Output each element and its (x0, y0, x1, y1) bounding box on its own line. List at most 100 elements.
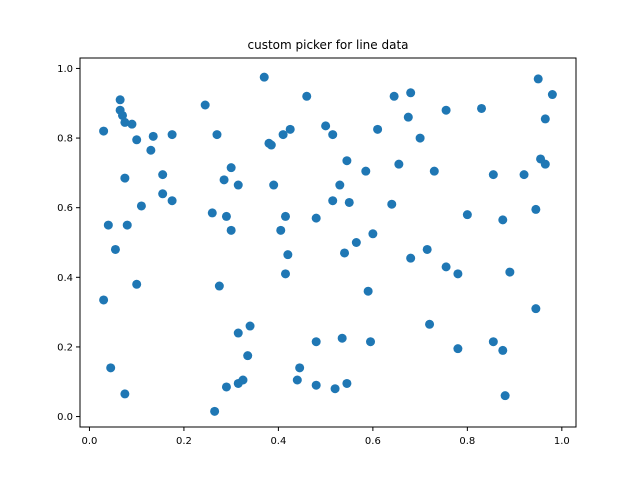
data-point[interactable] (403, 112, 413, 122)
data-point[interactable] (269, 180, 279, 190)
data-point[interactable] (210, 406, 220, 416)
data-point[interactable] (373, 124, 383, 134)
data-point[interactable] (148, 131, 158, 141)
y-tick-label: 0.4 (57, 273, 73, 284)
data-point[interactable] (337, 333, 347, 343)
data-point[interactable] (200, 100, 210, 110)
x-tick-label: 0.2 (176, 436, 192, 447)
data-point[interactable] (415, 133, 425, 143)
data-point[interactable] (531, 304, 541, 314)
data-point[interactable] (389, 91, 399, 101)
data-point[interactable] (311, 337, 321, 347)
data-point[interactable] (500, 391, 510, 401)
data-point[interactable] (368, 229, 378, 239)
data-point[interactable] (120, 173, 130, 183)
data-point[interactable] (158, 170, 168, 180)
data-point[interactable] (243, 351, 253, 361)
data-point[interactable] (540, 159, 550, 169)
data-point[interactable] (519, 170, 529, 180)
data-point[interactable] (441, 105, 451, 115)
data-point[interactable] (321, 121, 331, 131)
x-tick-label: 0.0 (81, 436, 97, 447)
data-point[interactable] (167, 130, 177, 140)
data-point[interactable] (505, 267, 515, 277)
data-point[interactable] (219, 175, 229, 185)
data-point[interactable] (453, 344, 463, 354)
data-point[interactable] (363, 286, 373, 296)
data-point[interactable] (311, 380, 321, 390)
data-point[interactable] (278, 130, 288, 140)
data-point[interactable] (340, 248, 350, 258)
data-point[interactable] (488, 170, 498, 180)
data-point[interactable] (233, 180, 243, 190)
data-point[interactable] (132, 279, 142, 289)
data-point[interactable] (477, 103, 487, 113)
data-point[interactable] (280, 211, 290, 221)
data-point[interactable] (167, 196, 177, 206)
data-point[interactable] (344, 197, 354, 207)
data-point[interactable] (99, 295, 109, 305)
data-point[interactable] (238, 375, 248, 385)
data-point[interactable] (328, 130, 338, 140)
data-point[interactable] (132, 135, 142, 145)
data-point[interactable] (221, 211, 231, 221)
data-point[interactable] (212, 130, 222, 140)
data-point[interactable] (342, 156, 352, 166)
data-point[interactable] (245, 321, 255, 331)
data-point[interactable] (276, 225, 286, 235)
data-point[interactable] (221, 382, 231, 392)
data-point[interactable] (158, 189, 168, 199)
data-point[interactable] (351, 238, 361, 247)
data-point[interactable] (283, 250, 293, 260)
data-point[interactable] (406, 88, 416, 98)
data-point[interactable] (441, 262, 451, 272)
scatter-points (99, 72, 557, 416)
data-point[interactable] (425, 319, 435, 329)
data-point[interactable] (103, 220, 113, 230)
data-point[interactable] (462, 210, 472, 220)
data-point[interactable] (118, 110, 128, 120)
data-point[interactable] (330, 384, 340, 394)
data-point[interactable] (498, 345, 508, 355)
data-point[interactable] (302, 91, 312, 101)
data-point[interactable] (120, 117, 130, 127)
data-point[interactable] (266, 140, 276, 150)
data-point[interactable] (366, 337, 376, 347)
data-point[interactable] (488, 337, 498, 347)
data-point[interactable] (292, 375, 302, 385)
data-point[interactable] (226, 163, 236, 173)
data-point[interactable] (285, 124, 295, 134)
data-point[interactable] (342, 378, 352, 388)
data-point[interactable] (406, 253, 416, 263)
data-point[interactable] (311, 213, 321, 223)
data-point[interactable] (531, 204, 541, 214)
data-point[interactable] (498, 215, 508, 225)
data-point[interactable] (214, 281, 224, 291)
data-point[interactable] (422, 244, 432, 254)
data-point[interactable] (136, 201, 146, 211)
data-point[interactable] (295, 363, 305, 373)
data-point[interactable] (328, 196, 338, 206)
data-point[interactable] (429, 166, 439, 176)
data-point[interactable] (106, 363, 116, 373)
data-point[interactable] (394, 159, 404, 169)
data-point[interactable] (122, 220, 132, 230)
data-point[interactable] (146, 145, 156, 155)
data-point[interactable] (226, 225, 236, 235)
data-point[interactable] (99, 126, 109, 136)
data-point[interactable] (540, 114, 550, 124)
data-point[interactable] (533, 74, 543, 84)
data-point[interactable] (280, 269, 290, 279)
data-point[interactable] (361, 166, 371, 176)
data-point[interactable] (110, 244, 120, 254)
data-point[interactable] (115, 95, 125, 105)
data-point[interactable] (547, 90, 557, 100)
data-point[interactable] (127, 119, 137, 129)
data-point[interactable] (335, 180, 345, 190)
data-point[interactable] (207, 208, 217, 218)
data-point[interactable] (387, 199, 397, 209)
data-point[interactable] (453, 269, 463, 279)
data-point[interactable] (120, 389, 130, 399)
data-point[interactable] (233, 328, 243, 338)
data-point[interactable] (259, 72, 269, 82)
